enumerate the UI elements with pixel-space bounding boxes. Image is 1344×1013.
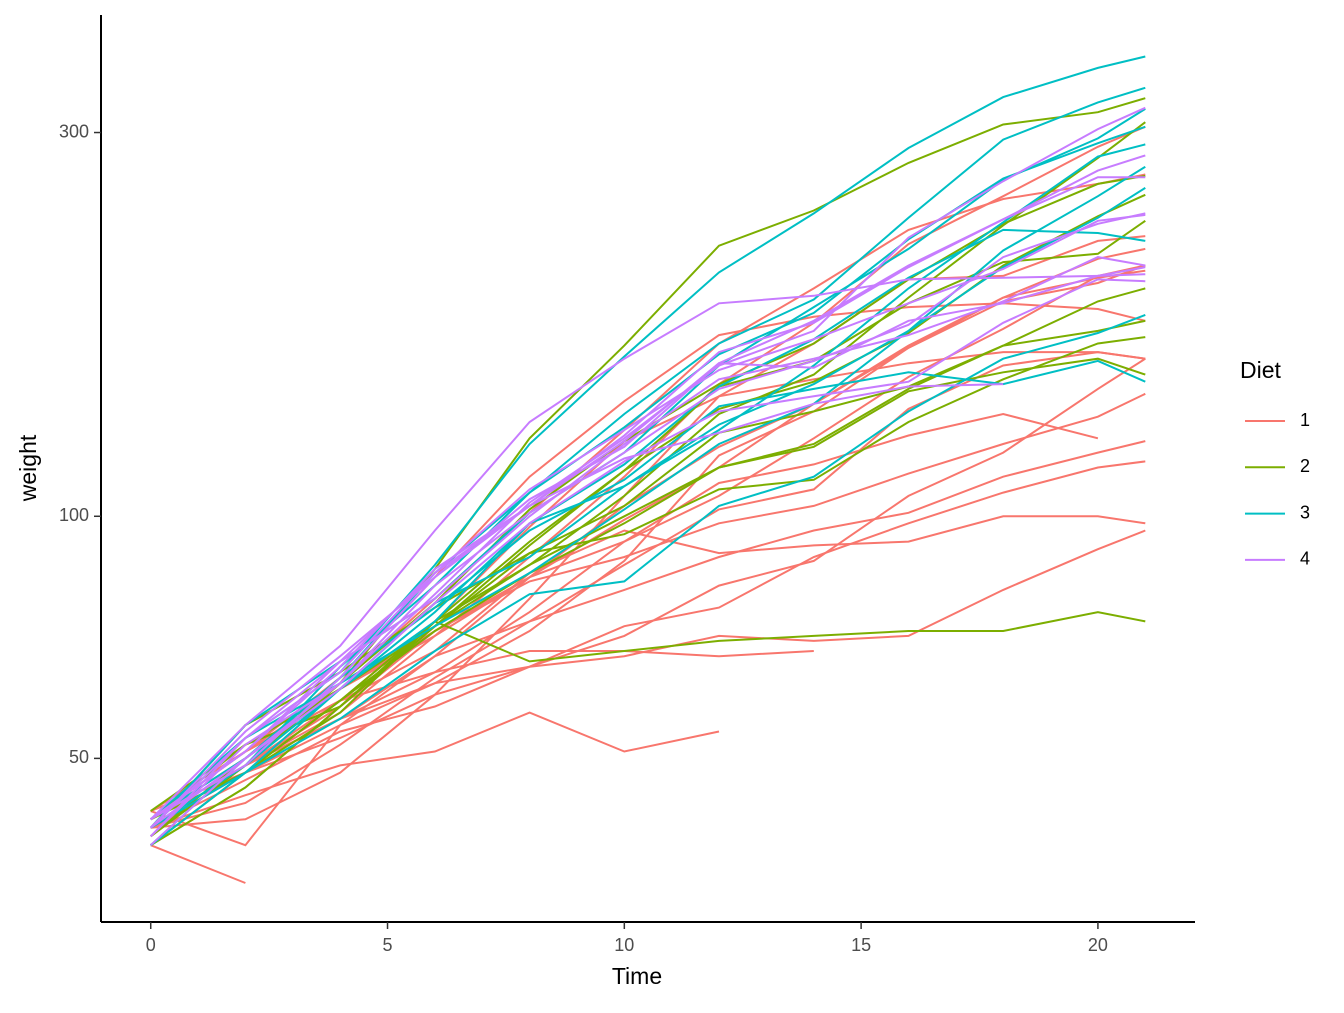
legend-label: 2 [1300, 456, 1310, 476]
chick-line [150, 287, 1146, 847]
chick-line [150, 515, 1146, 821]
legend-label: 3 [1300, 502, 1310, 522]
chick-line [150, 278, 1146, 829]
chick-line [150, 121, 1146, 846]
chick-line [150, 357, 1146, 821]
chick-line [149, 108, 1146, 829]
chick-line [150, 357, 1146, 813]
chick-line [150, 212, 1146, 838]
chick-line [150, 359, 1146, 846]
chick-line [150, 351, 1146, 829]
x-tick-label: 10 [614, 935, 634, 955]
legend-label: 1 [1300, 410, 1310, 430]
chick-line [150, 266, 1146, 821]
chick-line [150, 844, 246, 884]
y-tick-label: 300 [59, 121, 89, 141]
x-tick-label: 15 [851, 935, 871, 955]
chick-line [150, 392, 1146, 821]
chick-line [150, 256, 1146, 829]
chick-line [149, 213, 1146, 837]
x-tick-label: 20 [1088, 935, 1108, 955]
chick-line [150, 460, 1146, 829]
chick-line [150, 269, 1146, 847]
x-tick-label: 0 [146, 935, 156, 955]
y-tick-label: 50 [69, 747, 89, 767]
chick-line [150, 711, 720, 829]
legend-label: 4 [1300, 549, 1310, 569]
chick-line [149, 176, 1146, 829]
chick-line [150, 193, 1146, 821]
legend-title: Diet [1240, 357, 1282, 383]
chick-line [150, 125, 1146, 829]
y-tick-label: 100 [59, 505, 89, 525]
chick-line [150, 440, 1146, 829]
chick-line [150, 247, 1146, 838]
chick-line [150, 313, 1146, 829]
chick-line [149, 273, 1146, 821]
x-axis-title: Time [612, 963, 662, 989]
x-tick-label: 5 [383, 935, 393, 955]
chick-line [150, 106, 1146, 846]
y-axis-title: weight [15, 434, 41, 502]
